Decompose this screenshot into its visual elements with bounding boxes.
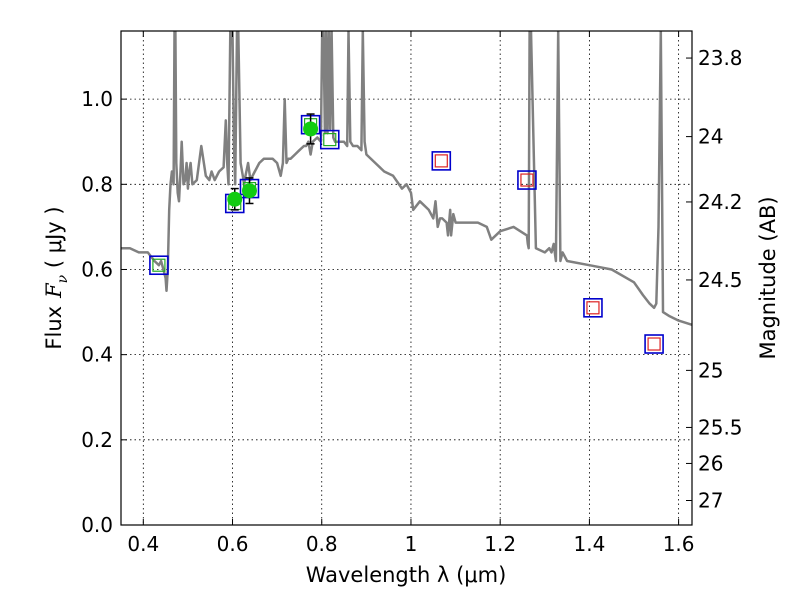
axis-ticks bbox=[121, 31, 692, 526]
y2-tick-label-1: 24 bbox=[698, 125, 723, 149]
y-tick-label-4: 0.8 bbox=[81, 172, 113, 196]
plot-frame bbox=[120, 30, 693, 526]
y2-axis-label: Magnitude (AB) bbox=[756, 196, 780, 359]
y-axis-label-text: Flux bbox=[42, 306, 66, 350]
observed-point-0 bbox=[227, 191, 243, 207]
photometry-box-green-4 bbox=[319, 129, 340, 150]
photometry-box-red-2 bbox=[583, 298, 603, 318]
photometry-inner-green-4 bbox=[323, 132, 337, 147]
y-tick-label-2: 0.4 bbox=[81, 343, 113, 367]
photometry-inner-red-2 bbox=[586, 301, 600, 315]
y2-tick-label-5: 25.5 bbox=[698, 415, 743, 439]
y2-tick-label-4: 25 bbox=[698, 358, 723, 382]
x-tick-label-0: 0.4 bbox=[127, 532, 159, 556]
y-tick-label-0: 0.0 bbox=[81, 513, 113, 537]
observed-point-1 bbox=[241, 183, 257, 199]
x-tick-label-4: 1.2 bbox=[484, 532, 516, 556]
photometry-box-red-0 bbox=[431, 151, 452, 171]
y-axis-label-subscript: ν bbox=[55, 274, 71, 283]
y2-tick-label-6: 26 bbox=[698, 451, 723, 475]
photometry-box-green-0 bbox=[149, 255, 169, 276]
y2-tick-labels: 23.8 24 24.2 24.5 25 25.5 26 27 bbox=[698, 46, 743, 512]
y-axis-label-units: ( μJy ) bbox=[42, 206, 66, 274]
observed-point-2 bbox=[303, 121, 319, 137]
model-sed bbox=[121, 31, 692, 326]
x-tick-label-5: 1.4 bbox=[573, 532, 605, 556]
y-tick-label-5: 1.0 bbox=[81, 87, 113, 111]
x-tick-label-6: 1.6 bbox=[663, 532, 695, 556]
y2-tick-label-2: 24.2 bbox=[698, 190, 743, 214]
x-tick-label-3: 1 bbox=[405, 532, 418, 556]
photometry-inner-red-3 bbox=[647, 337, 661, 351]
y-axis-label: Flux Fν ( μJy ) bbox=[42, 206, 71, 349]
y2-tick-label-7: 27 bbox=[698, 488, 723, 512]
observed-photometry bbox=[227, 113, 319, 211]
y-tick-label-3: 0.6 bbox=[81, 257, 113, 281]
photometry-box-red-3 bbox=[644, 334, 664, 354]
x-tick-labels: 0.4 0.6 0.8 1 1.2 1.4 1.6 bbox=[127, 532, 694, 556]
x-tick-label-2: 0.8 bbox=[306, 532, 338, 556]
photometry-box-red-1 bbox=[517, 170, 537, 190]
y-axis-label-symbol: F bbox=[42, 282, 66, 299]
photometry-inner-red-0 bbox=[434, 154, 448, 168]
photometry-inner-red-1 bbox=[520, 173, 534, 187]
model-sed-line bbox=[121, 31, 692, 326]
x-tick-label-1: 0.6 bbox=[217, 532, 249, 556]
grid-lines bbox=[121, 31, 692, 526]
photometry-inner-green-0 bbox=[152, 258, 166, 272]
y-tick-label-1: 0.2 bbox=[81, 428, 113, 452]
y-tick-labels: 0.0 0.2 0.4 0.6 0.8 1.0 bbox=[81, 87, 113, 537]
y2-tick-label-3: 24.5 bbox=[698, 268, 743, 292]
x-axis-label: Wavelength λ (μm) bbox=[306, 563, 507, 587]
y2-tick-label-0: 23.8 bbox=[698, 46, 743, 70]
